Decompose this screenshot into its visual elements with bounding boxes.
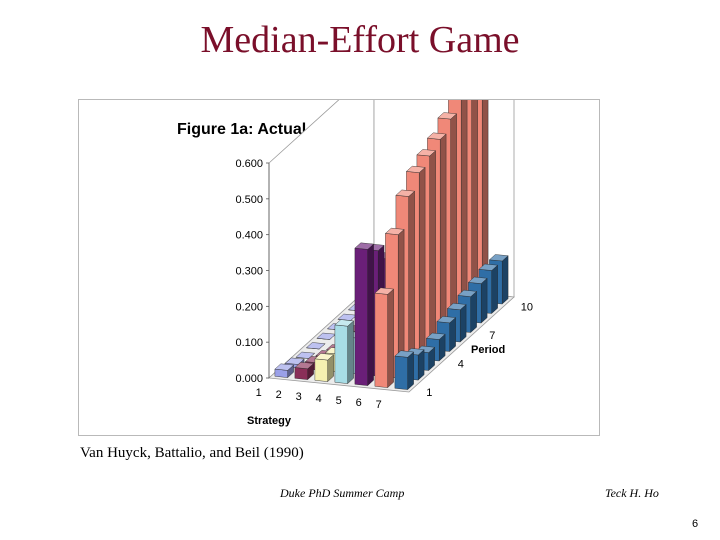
strategy-tick-label: 2 [276,389,282,401]
strategy-tick-label: 5 [336,395,342,407]
bar-strategy-6-period-1 [374,287,395,389]
bar-strategy-4-period-1 [334,319,355,385]
strategy-tick-label: 4 [316,393,322,405]
chart-bars [274,100,509,391]
strategy-axis-label: Strategy [247,415,292,427]
strategy-tick-label: 1 [256,387,262,399]
y-tick-label: 0.200 [235,301,263,313]
choice-frequency-3d-bar-chart: Figure 1a: Actual choice frequencies 0.0… [177,100,533,427]
bar-strategy-1-period-1 [274,363,295,379]
bar-strategy-1-period-4 [305,342,326,350]
y-tick-label: 0.400 [235,230,263,242]
y-tick-label: 0.100 [235,337,263,349]
period-axis-label: Period [471,344,505,356]
slide-title: Median-Effort Game [200,19,520,61]
strategy-tick-label: 3 [296,391,302,403]
y-tick-label: 0.000 [235,373,263,385]
y-tick-label: 0.300 [235,266,263,278]
footer-author: Teck H. Ho [605,486,659,500]
period-tick-label: 1 [426,387,432,399]
bar-strategy-3-period-1 [314,353,335,383]
period-tick-label: 10 [521,302,533,314]
chart-frame: Figure 1a: Actual choice frequencies 0.0… [78,99,600,436]
bar-strategy-7-period-3 [415,345,436,371]
y-tick-label: 0.600 [235,158,263,170]
strategy-tick-label: 7 [376,399,382,411]
bar-strategy-7-period-1 [394,350,415,391]
period-tick-label: 4 [458,359,464,371]
citation: Van Huyck, Battalio, and Beil (1990) [80,445,304,461]
strategy-tick-label: 6 [356,397,362,409]
y-tick-label: 0.500 [235,194,263,206]
period-tick-label: 7 [489,330,495,342]
chart-ticks: 0.000 0.100 0.200 0.300 0.400 0.500 0.600 1 2 3 4 5… [235,158,533,411]
bar-strategy-5-period-1 [354,242,375,387]
bar-strategy-2-period-1 [294,361,315,381]
footer-event: Duke PhD Summer Camp [280,486,405,500]
page-number: 6 [692,518,699,530]
